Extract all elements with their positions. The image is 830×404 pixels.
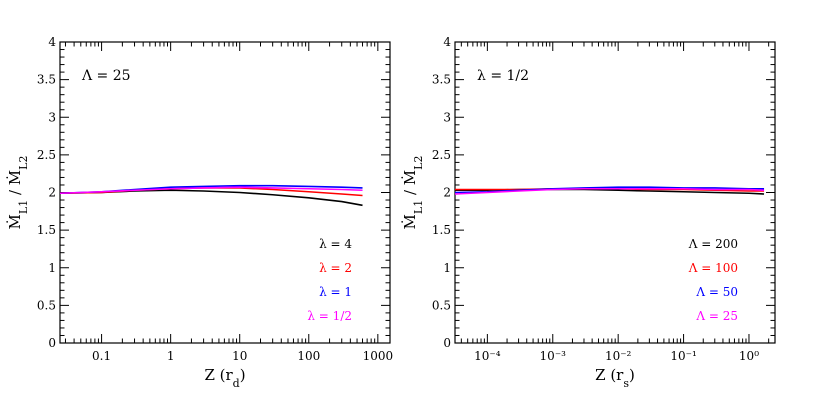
x-tick-label: 0.1 xyxy=(92,349,111,363)
y-tick-label: 2 xyxy=(48,186,56,200)
legend-entry: Λ = 50 xyxy=(695,285,738,299)
series-line xyxy=(454,187,765,195)
x-tick-label: 10 xyxy=(232,349,247,363)
y-axis-label: ṀL1 / ṀL2 xyxy=(401,156,425,230)
x-tick-label: 100 xyxy=(297,349,320,363)
x-tick-label: 10⁻³ xyxy=(540,349,567,363)
legend-entry: Λ = 25 xyxy=(695,309,738,323)
y-tick-label: 0.5 xyxy=(37,298,56,312)
x-tick-label: 10⁻¹ xyxy=(670,349,696,363)
y-tick-label: 0 xyxy=(48,336,56,350)
legend-entry: λ = 1 xyxy=(319,285,352,299)
right-panel: 0 0.5 1 1.5 2 2.5 3 3.5 4 10⁻⁴ 10⁻³ 10⁻² 10⁻¹ 10⁰ Z (r… xyxy=(401,35,776,390)
panel-annotation: Λ = 25 xyxy=(81,68,131,84)
legend-entry: Λ = 200 xyxy=(688,237,738,251)
series-line xyxy=(59,186,363,195)
x-tick-label: 1000 xyxy=(363,349,394,363)
y-tick-label: 3.5 xyxy=(432,73,451,87)
y-tick-label: 2 xyxy=(443,186,451,200)
y-tick-label: 1.5 xyxy=(37,223,56,237)
left-panel: 0 0.5 1 1.5 2 2.5 3 3.5 4 0.1 1 10 100 1000 Z (rd) ṀL1 … xyxy=(6,35,393,390)
legend-entry: λ = 1/2 xyxy=(307,309,352,323)
y-tick-label: 3 xyxy=(443,110,451,124)
y-tick-label: 1 xyxy=(443,261,451,275)
legend-entry: λ = 4 xyxy=(319,237,352,251)
x-tick-label: 10⁰ xyxy=(739,349,759,363)
legend-entry: λ = 2 xyxy=(319,261,352,275)
y-tick-label: 2.5 xyxy=(432,148,451,162)
y-tick-label: 1 xyxy=(48,261,56,275)
y-tick-label: 4 xyxy=(443,35,451,49)
y-tick-label: 3.5 xyxy=(37,73,56,87)
y-tick-label: 4 xyxy=(48,35,56,49)
x-axis-label: Z (rs) xyxy=(595,366,635,390)
x-tick-label: 10⁻² xyxy=(605,349,632,363)
legend-entry: Λ = 100 xyxy=(688,261,738,275)
x-tick-label: 10⁻⁴ xyxy=(474,349,501,363)
y-tick-label: 2.5 xyxy=(37,148,56,162)
y-axis-label: ṀL1 / ṀL2 xyxy=(6,156,30,230)
y-tick-label: 1.5 xyxy=(432,223,451,237)
x-axis-label: Z (rd) xyxy=(204,366,245,390)
panel-annotation: λ = 1/2 xyxy=(477,68,529,84)
y-tick-label: 0.5 xyxy=(432,298,451,312)
y-tick-label: 3 xyxy=(48,110,56,124)
y-tick-label: 0 xyxy=(443,336,451,350)
x-tick-label: 1 xyxy=(167,349,175,363)
